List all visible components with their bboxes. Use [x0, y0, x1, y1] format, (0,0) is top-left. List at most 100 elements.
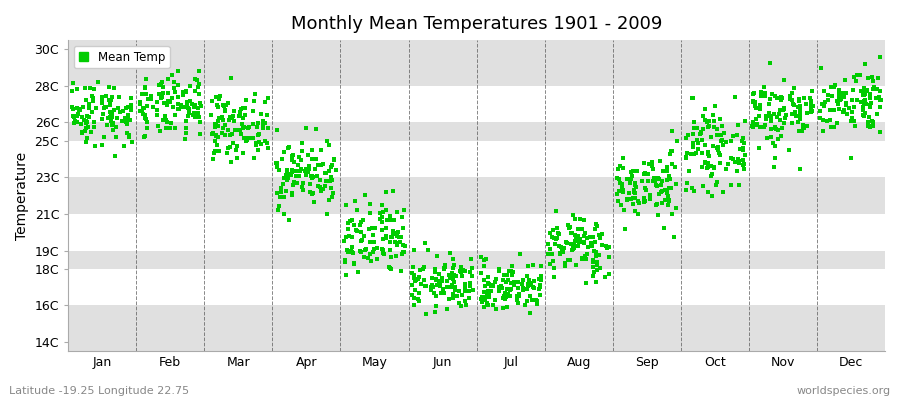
Point: [383, 213, 398, 219]
Point: [502, 268, 517, 274]
Point: [310, 162, 325, 168]
Point: [212, 115, 226, 122]
Point: [504, 272, 518, 278]
Point: [705, 170, 719, 177]
Point: [446, 256, 460, 262]
Point: [363, 239, 377, 246]
Point: [660, 177, 674, 183]
Point: [102, 84, 116, 90]
Point: [230, 143, 244, 150]
Point: [436, 286, 450, 292]
Point: [370, 244, 384, 251]
Point: [533, 291, 547, 298]
Point: [695, 150, 709, 156]
Point: [238, 97, 253, 103]
Point: [680, 132, 695, 138]
Point: [323, 178, 338, 184]
Point: [845, 97, 859, 103]
Point: [773, 117, 788, 124]
Point: [394, 214, 409, 221]
Point: [496, 304, 510, 311]
Point: [156, 84, 170, 90]
Point: [377, 251, 392, 257]
Point: [529, 296, 544, 303]
Point: [405, 292, 419, 299]
Point: [526, 262, 540, 268]
Point: [793, 110, 807, 117]
Point: [474, 270, 489, 276]
Point: [249, 142, 264, 148]
Point: [814, 108, 828, 114]
Point: [543, 230, 557, 236]
Point: [294, 140, 309, 146]
Point: [595, 242, 609, 249]
Point: [858, 97, 872, 103]
Point: [636, 170, 651, 177]
Point: [701, 160, 716, 166]
Point: [269, 190, 284, 196]
Point: [549, 236, 563, 243]
Point: [544, 250, 559, 257]
Point: [716, 142, 731, 149]
Point: [825, 93, 840, 100]
Point: [446, 265, 461, 271]
Point: [525, 296, 539, 303]
Point: [714, 138, 728, 144]
Point: [529, 300, 544, 306]
Point: [730, 132, 744, 138]
Point: [285, 152, 300, 158]
Point: [97, 134, 112, 140]
Point: [707, 124, 722, 130]
Point: [588, 238, 602, 245]
Point: [563, 229, 578, 236]
Point: [318, 170, 332, 176]
Point: [194, 119, 208, 126]
Point: [616, 207, 631, 213]
Legend: Mean Temp: Mean Temp: [74, 46, 170, 68]
Point: [182, 106, 196, 112]
Point: [248, 155, 262, 162]
Point: [846, 87, 860, 93]
Point: [65, 88, 79, 94]
Point: [757, 84, 771, 90]
Point: [863, 102, 878, 108]
Point: [98, 104, 112, 110]
Point: [80, 134, 94, 141]
Point: [792, 98, 806, 105]
Point: [246, 108, 260, 114]
Point: [192, 68, 206, 74]
Point: [519, 298, 534, 304]
Point: [785, 110, 799, 117]
Point: [181, 105, 195, 112]
Point: [590, 259, 604, 265]
Point: [501, 291, 516, 297]
Point: [827, 106, 842, 113]
Point: [441, 284, 455, 290]
Point: [102, 97, 116, 103]
Point: [732, 182, 746, 188]
Point: [481, 300, 495, 306]
Point: [107, 107, 122, 113]
Point: [258, 138, 273, 145]
Point: [866, 123, 880, 130]
Point: [280, 176, 294, 183]
Point: [344, 248, 358, 254]
Point: [379, 233, 393, 239]
Point: [140, 116, 154, 122]
Point: [250, 124, 265, 130]
Point: [158, 117, 173, 124]
Point: [112, 94, 127, 100]
Point: [873, 97, 887, 104]
Point: [166, 85, 181, 91]
Point: [301, 169, 315, 175]
Point: [664, 148, 679, 154]
Point: [255, 111, 269, 118]
Point: [824, 84, 838, 90]
Point: [452, 288, 466, 294]
Point: [233, 131, 248, 138]
Point: [477, 304, 491, 310]
Point: [161, 76, 176, 82]
Point: [651, 175, 665, 182]
Point: [120, 121, 134, 128]
Point: [613, 180, 627, 186]
